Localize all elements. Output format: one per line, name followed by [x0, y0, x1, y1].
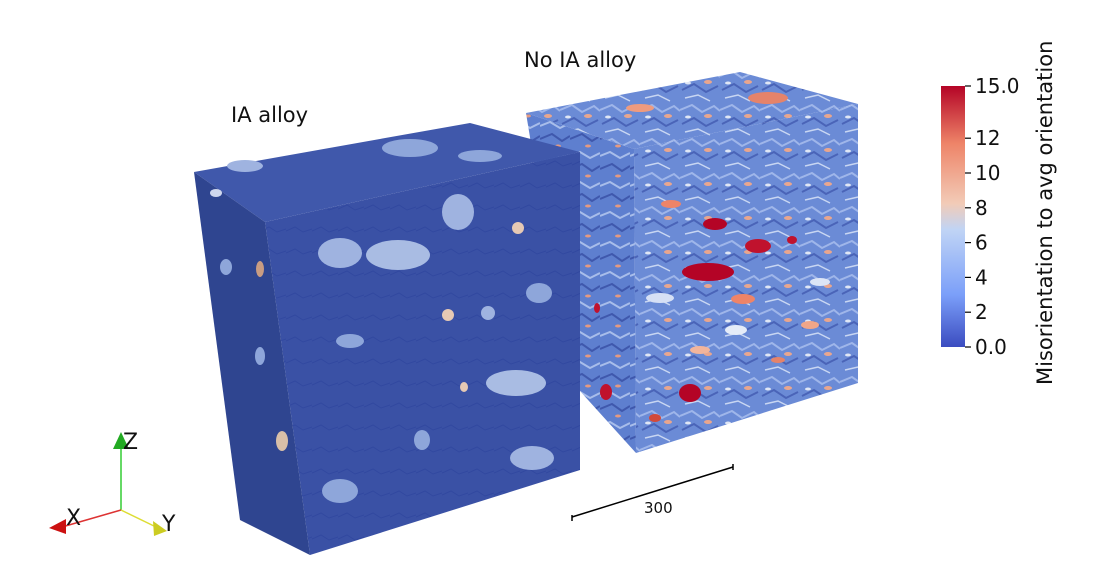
z-axis-label: Z: [123, 430, 138, 455]
colorbar-gradient: [941, 86, 965, 347]
colorbar-tick-label: 4: [975, 265, 988, 289]
colorbar-tick-label: 15.0: [975, 74, 1020, 98]
ia-alloy-label: IA alloy: [231, 103, 308, 127]
z-axis-arrow-icon: [113, 432, 129, 449]
colorbar-tick-label: 10: [975, 161, 1000, 185]
no-ia-cube-top-face: [526, 72, 858, 149]
colorbar-legend: 0.0 2 4 6 8 10 12 15.0 Misorientation to avg or…: [941, 41, 1057, 385]
scale-bar: 300: [571, 464, 734, 521]
y-axis-arrow-icon: [153, 521, 167, 536]
colorbar-tick-label: 6: [975, 231, 988, 255]
colorbar-tick-label: 0.0: [975, 335, 1007, 359]
ia-alloy-cube: [194, 123, 580, 555]
y-axis-label: Y: [161, 512, 176, 537]
ia-cube-top-face: [194, 123, 580, 222]
ia-cube-front-face: [265, 152, 580, 555]
high-misorientation-grains: [568, 92, 830, 422]
x-axis-label: X: [66, 506, 81, 531]
colorbar-tick-label: 12: [975, 126, 1000, 150]
no-ia-cube-front-face: [634, 104, 858, 453]
scale-bar-label: 300: [644, 499, 673, 517]
colorbar-tick-label: 8: [975, 196, 988, 220]
orientation-axes-triad: Z X Y: [49, 430, 176, 537]
colorbar-tick-label: 2: [975, 300, 988, 324]
no-ia-alloy-label: No IA alloy: [524, 48, 636, 72]
x-axis-arrow-icon: [49, 519, 66, 534]
low-misorientation-grains: [210, 139, 554, 503]
colorbar-title: Misorientation to avg orientation: [1033, 41, 1057, 385]
colorbar-ticks: 0.0 2 4 6 8 10 12 15.0: [965, 74, 1020, 359]
